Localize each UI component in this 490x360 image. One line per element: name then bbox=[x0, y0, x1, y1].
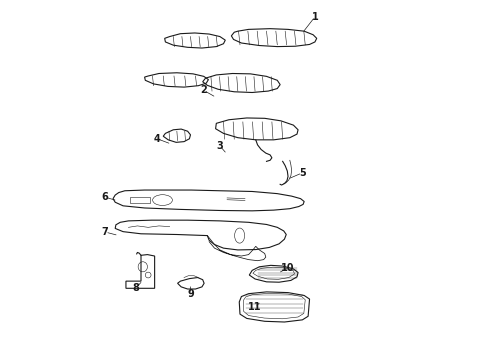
Text: 7: 7 bbox=[102, 227, 108, 237]
Text: 2: 2 bbox=[200, 85, 207, 95]
Text: 8: 8 bbox=[132, 283, 139, 293]
Text: 11: 11 bbox=[248, 302, 262, 312]
Bar bbox=[130, 197, 150, 203]
Text: 9: 9 bbox=[187, 289, 194, 299]
Text: 10: 10 bbox=[281, 263, 295, 273]
Text: 3: 3 bbox=[217, 141, 223, 151]
Text: 5: 5 bbox=[299, 168, 306, 178]
Text: 6: 6 bbox=[102, 192, 108, 202]
Text: 4: 4 bbox=[154, 134, 161, 144]
Text: 1: 1 bbox=[312, 12, 318, 22]
